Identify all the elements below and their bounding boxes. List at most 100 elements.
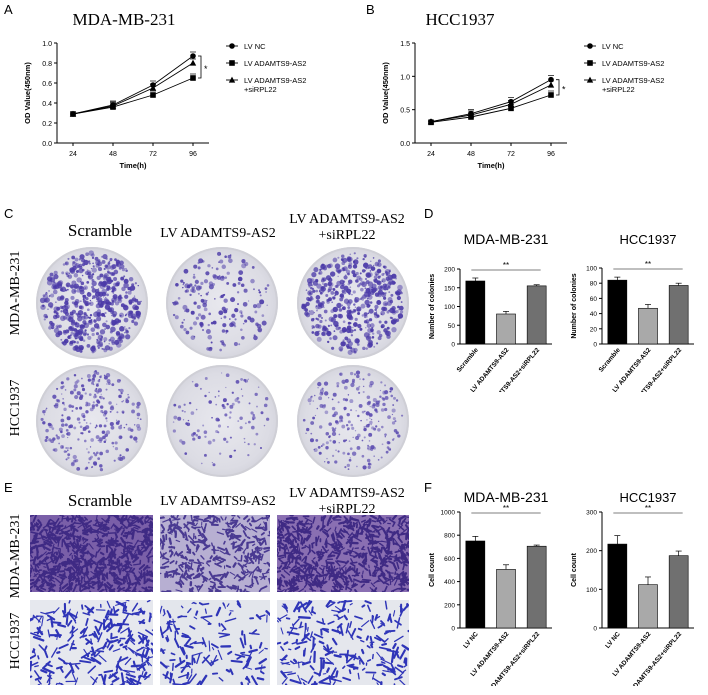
legend-marker bbox=[229, 43, 235, 49]
data-point bbox=[190, 75, 196, 81]
x-tick-label: 24 bbox=[427, 151, 435, 158]
legend-marker bbox=[587, 43, 593, 49]
stain-texture bbox=[40, 370, 142, 472]
y-tick-label: 0.2 bbox=[42, 121, 52, 128]
colony-plate-mda-lv bbox=[166, 247, 278, 359]
x-tick-label: 48 bbox=[109, 151, 117, 158]
data-point bbox=[427, 118, 435, 125]
series-line bbox=[72, 62, 194, 115]
chart-title: HCC1937 bbox=[619, 232, 676, 247]
y-tick-label: 0.4 bbox=[42, 101, 52, 108]
y-axis-label: Number of colonies bbox=[429, 274, 436, 339]
significance-bracket bbox=[198, 55, 202, 79]
legend-label-lv-adamts9: LV ADAMTS9-AS2 bbox=[244, 59, 306, 68]
data-point bbox=[507, 100, 515, 107]
significance-star: * bbox=[562, 84, 566, 94]
transwell-image-mda-scramble bbox=[30, 515, 153, 592]
col-label-lv-si-e-1: LV ADAMTS9-AS2 bbox=[289, 486, 405, 501]
chart-a: 0.0 0.2 0.4 0.6 0.8 1.0 24 48 72 96 Time(h) OD Valu… bbox=[23, 41, 306, 170]
transwell-image-mda-lv-si bbox=[277, 515, 409, 592]
bar bbox=[526, 545, 547, 629]
y-tick-label: 150 bbox=[444, 285, 455, 292]
bar bbox=[465, 540, 486, 629]
legend-marker bbox=[229, 60, 235, 66]
bar bbox=[668, 285, 689, 345]
bar bbox=[496, 569, 516, 629]
y-tick-label: 0 bbox=[593, 626, 597, 633]
y-tick-label: 100 bbox=[586, 266, 597, 273]
y-tick-label: 100 bbox=[586, 587, 597, 594]
chart-d-hcc: HCC1937 0 20 40 60 80 100 Number of colonies Scr… bbox=[571, 232, 694, 392]
y-tick-label: 0.5 bbox=[400, 108, 410, 115]
bar bbox=[465, 280, 486, 345]
bar bbox=[526, 285, 547, 345]
legend-label-lv-adamts9: LV ADAMTS9-AS2 bbox=[602, 59, 664, 68]
colony-plate-hcc-lv bbox=[166, 365, 278, 477]
y-tick-label: 600 bbox=[444, 556, 455, 563]
panel-b-title: HCC1937 bbox=[425, 10, 495, 29]
panel-letter-e: E bbox=[4, 480, 13, 495]
data-point bbox=[508, 105, 514, 112]
chart-d-mda: MDA-MB-231 0 50 100 150 200 Number of colonies… bbox=[429, 231, 552, 392]
cell-texture bbox=[160, 515, 270, 592]
y-tick-label: 100 bbox=[444, 304, 455, 311]
colony-plate-mda-scramble bbox=[36, 247, 148, 359]
cell-texture bbox=[277, 515, 409, 592]
colony-plate-hcc-scramble bbox=[36, 365, 148, 477]
transwell-image-mda-lv bbox=[160, 515, 270, 592]
colony-plate-hcc-lv-si bbox=[297, 365, 409, 477]
y-tick-label: 1.0 bbox=[42, 41, 52, 48]
bar bbox=[607, 279, 628, 345]
data-point bbox=[547, 81, 555, 88]
x-axis-label: Time(h) bbox=[478, 161, 505, 170]
y-tick-label: 1.5 bbox=[400, 41, 410, 48]
chart-title: MDA-MB-231 bbox=[464, 489, 549, 505]
y-tick-label: 0.0 bbox=[400, 141, 410, 148]
y-axis-label: OD Value(450nm) bbox=[23, 62, 32, 124]
stain-texture bbox=[301, 252, 404, 355]
legend-marker bbox=[228, 76, 236, 83]
series-line bbox=[430, 94, 552, 123]
legend-marker bbox=[587, 60, 593, 66]
y-axis-label: OD Value(450nm) bbox=[381, 62, 390, 124]
y-tick-label: 200 bbox=[586, 548, 597, 555]
panel-letter-b: B bbox=[366, 2, 375, 17]
significance-stars: ** bbox=[645, 504, 651, 513]
cell-texture bbox=[160, 600, 270, 685]
y-tick-label: 1.0 bbox=[400, 74, 410, 81]
y-tick-label: 0 bbox=[451, 626, 455, 633]
bar bbox=[638, 307, 658, 345]
y-tick-label: 40 bbox=[590, 311, 598, 318]
y-tick-label: 50 bbox=[448, 323, 456, 330]
chart-f-mda: MDA-MB-231 0 200 400 600 800 1000 Cell count LV … bbox=[429, 489, 552, 686]
x-tick-label: 96 bbox=[547, 151, 555, 158]
panel-letter-c: C bbox=[4, 206, 14, 221]
x-tick-label: 72 bbox=[507, 151, 515, 158]
data-point bbox=[109, 102, 117, 109]
transwell-image-hcc-scramble bbox=[30, 600, 153, 685]
chart-title: MDA-MB-231 bbox=[464, 231, 549, 247]
significance-stars: ** bbox=[645, 260, 651, 269]
y-tick-label: 0.8 bbox=[42, 61, 52, 68]
y-tick-label: 0 bbox=[451, 342, 455, 349]
bar bbox=[607, 543, 628, 629]
y-axis-label: Number of colonies bbox=[571, 273, 578, 338]
y-tick-label: 800 bbox=[444, 533, 455, 540]
x-tick-label: Scramble bbox=[598, 347, 622, 374]
data-point bbox=[149, 84, 157, 91]
y-tick-label: 300 bbox=[586, 510, 597, 517]
bar bbox=[496, 313, 516, 345]
x-axis-label: Time(h) bbox=[120, 161, 147, 170]
series-line bbox=[72, 55, 194, 115]
y-tick-label: 200 bbox=[444, 602, 455, 609]
y-tick-label: 80 bbox=[590, 281, 598, 288]
data-point bbox=[467, 111, 475, 118]
legend-label-lv-adamts9-si-2: +siRPL22 bbox=[602, 85, 635, 94]
transwell-image-hcc-lv-si bbox=[277, 600, 409, 685]
cell-texture bbox=[277, 600, 409, 685]
y-axis-label: Cell count bbox=[571, 552, 578, 587]
stain-texture bbox=[172, 251, 270, 352]
y-axis-label: Cell count bbox=[429, 552, 436, 587]
series-line bbox=[430, 79, 552, 123]
